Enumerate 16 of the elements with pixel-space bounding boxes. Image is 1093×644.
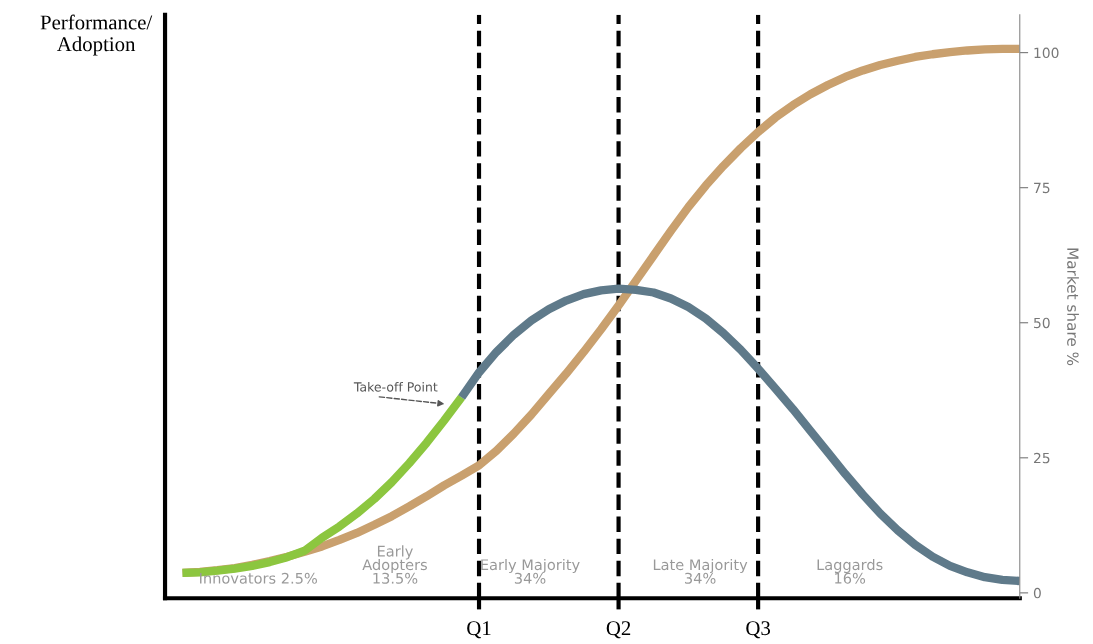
y2-axis-title: Market share % [1067, 248, 1079, 366]
y2-tick-label: 0 [1033, 587, 1041, 599]
y-axis-title: Performance/ Adoption [40, 14, 153, 56]
annotation: Take-off Point [353, 381, 438, 392]
x-tick-label: Q2 [606, 621, 631, 639]
x-tick-label: Q1 [467, 621, 491, 639]
x-tick-label: Q3 [746, 621, 771, 639]
y2-tick-label: 50 [1034, 317, 1050, 329]
y2-tick-label: 25 [1033, 452, 1050, 464]
annotation: Early Majority 34% [481, 558, 580, 584]
y2-tick-label: 75 [1034, 182, 1050, 194]
annotation: Early Adopters 13.5% [362, 545, 427, 584]
annotation: Innovators 2.5% [200, 572, 317, 584]
annotation: Laggards 16% [817, 558, 883, 584]
annotation: Late Majority 34% [653, 558, 748, 584]
y2-tick-label: 100 [1034, 47, 1059, 59]
